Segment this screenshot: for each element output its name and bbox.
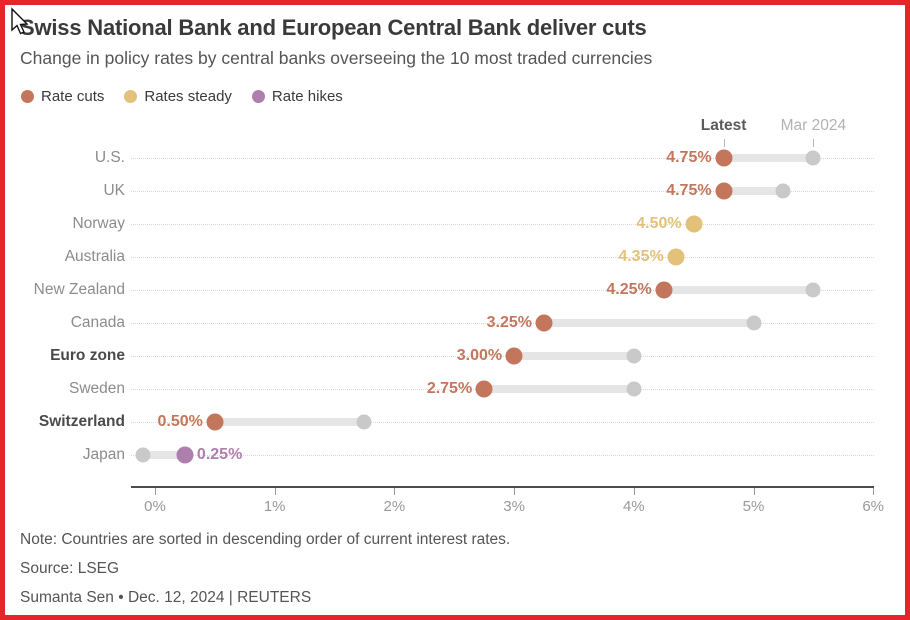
value-label: 4.35% [618,248,664,265]
row-gridline [131,257,874,258]
country-label: UK [103,182,125,199]
country-label: Euro zone [50,347,125,364]
mar2024-dot [746,315,761,331]
row-gridline [131,224,874,225]
x-axis-tick-label: 4% [622,498,645,515]
column-header-latest-tick [723,139,725,147]
connector-bar [723,187,784,195]
x-axis-tick-label: 5% [742,498,765,515]
value-label: 4.25% [606,281,652,298]
country-label: New Zealand [33,281,125,298]
connector-bar [484,385,634,393]
x-axis-tick [633,488,635,495]
value-label: 3.00% [456,347,503,364]
x-axis-tick [873,488,875,495]
legend-item-rate-hikes: Rate hikes [251,88,343,105]
latest-dot [685,215,703,233]
row-gridline [131,356,874,357]
x-axis-tick-label: 0% [144,498,166,515]
rates-steady-dot-icon [124,90,138,103]
x-axis-tick-label: 3% [503,498,525,515]
legend-label: Rate hikes [271,88,343,105]
x-axis-tick [514,488,516,495]
x-axis-tick-label: 6% [862,498,885,515]
country-label: Switzerland [38,413,125,430]
chart-source: Source: LSEG [20,560,120,577]
chart-byline: Sumanta Sen • Dec. 12, 2024 | REUTERS [20,589,312,606]
mar2024-dot [626,348,642,364]
x-axis-line [131,486,874,488]
connector-bar [723,154,814,162]
x-axis-tick-label: 2% [383,498,406,515]
connector-bar [663,286,814,294]
value-label: 4.75% [666,149,712,166]
mar2024-dot [135,447,151,463]
mar2024-dot [356,414,372,430]
value-label: 2.75% [426,380,473,397]
connector-bar [544,319,754,327]
country-label: U.S. [94,149,125,166]
x-axis-tick [274,488,276,495]
latest-dot [655,281,673,299]
latest-dot [715,149,733,167]
legend-item-rates-steady: Rates steady [124,88,232,105]
rate-cuts-dot-icon [21,90,34,103]
value-label: 4.75% [666,182,712,199]
row-gridline [131,290,874,291]
rate-hikes-dot-icon [251,90,265,103]
mar2024-dot [626,381,642,397]
latest-dot [715,182,733,200]
value-label: 3.25% [486,314,533,331]
x-axis-tick-label: 1% [263,498,286,515]
latest-dot [667,248,685,266]
row-gridline [131,323,874,324]
value-label: 0.25% [196,446,243,463]
row-gridline [131,191,874,192]
value-label: 4.50% [636,215,682,232]
rate-dumbbell-chart: Latest Mar 2024 U.S. 4.75% UK 4.75% Norway 4.50… [5,5,905,615]
legend-label: Rate cuts [41,88,105,105]
column-header-mar2024-tick [813,139,815,147]
mar2024-dot [805,282,821,298]
connector-bar [514,352,634,360]
chart-subtitle: Change in policy rates by central banks … [20,48,653,68]
column-header-latest: Latest [700,117,747,134]
mar2024-dot [775,183,791,199]
legend: Rate cuts Rates steady Rate hikes [21,88,343,105]
mouse-cursor-icon [11,7,29,35]
column-header-mar2024: Mar 2024 [780,117,847,134]
latest-dot [206,413,224,431]
row-gridline [131,158,874,159]
country-label: Sweden [68,380,125,397]
country-label: Canada [70,314,125,331]
country-label: Australia [64,248,125,265]
x-axis-tick [155,488,156,495]
legend-label: Rates steady [144,88,232,105]
latest-dot [535,314,553,332]
x-axis-tick [394,488,396,495]
legend-item-rate-cuts: Rate cuts [21,88,104,105]
row-gridline [131,455,874,456]
connector-bar [214,418,365,426]
latest-dot [176,446,194,464]
latest-dot [505,347,523,365]
chart-note: Note: Countries are sorted in descending… [20,531,511,548]
chart-title: Swiss National Bank and European Central… [20,15,647,40]
country-label: Norway [72,215,125,232]
x-axis-tick [753,488,755,495]
mar2024-dot [805,150,821,166]
row-gridline [131,422,874,423]
latest-dot [475,380,493,398]
connector-bar [143,451,185,459]
value-label: 0.50% [157,413,203,430]
country-label: Japan [82,446,125,463]
